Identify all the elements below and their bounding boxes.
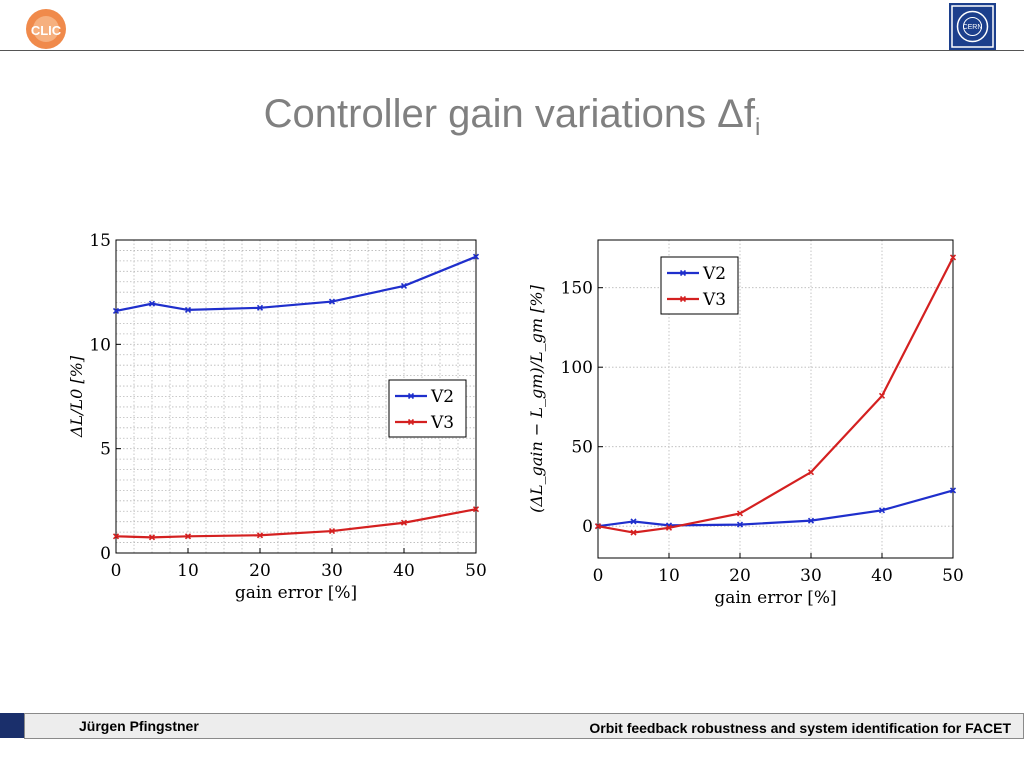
y-tick-label: 50 <box>571 438 593 458</box>
data-point <box>256 304 264 311</box>
cern-logo-text: CERN <box>963 24 983 31</box>
data-point <box>112 533 120 540</box>
x-tick-label: 20 <box>249 561 271 581</box>
data-point <box>472 253 480 260</box>
y-tick-label: 150 <box>561 279 593 299</box>
x-tick-label: 50 <box>942 566 964 586</box>
data-point <box>328 528 336 535</box>
data-point <box>807 517 815 524</box>
x-axis-label: gain error [%] <box>235 583 357 603</box>
footer-bar: Jürgen Pfingstner Orbit feedback robustn… <box>0 713 1024 739</box>
legend-label: V2 <box>702 264 726 284</box>
slide-title-subscript: i <box>755 114 761 141</box>
slide-title-main: Controller gain variations Δf <box>263 92 756 136</box>
data-point <box>630 518 637 525</box>
y-tick-label: 10 <box>89 335 111 355</box>
data-point <box>256 532 264 539</box>
series-v2 <box>112 253 480 315</box>
footer-accent-block <box>0 713 24 738</box>
clic-logo-text: CLIC <box>31 23 62 38</box>
data-point <box>112 307 120 315</box>
x-axis-label: gain error [%] <box>714 588 836 608</box>
data-point <box>736 521 744 528</box>
data-point <box>328 298 336 305</box>
x-tick-label: 0 <box>111 561 122 581</box>
header-divider <box>0 50 1024 51</box>
series-v3 <box>112 506 480 541</box>
data-point <box>949 487 957 494</box>
data-point <box>665 524 673 531</box>
legend-marker <box>679 269 687 277</box>
x-tick-label: 30 <box>321 561 343 581</box>
x-tick-label: 0 <box>593 566 604 586</box>
legend-box <box>660 256 739 315</box>
cern-logo: CERN <box>949 3 996 50</box>
data-point <box>184 306 192 313</box>
y-axis-label: (ΔL_gain − L_gm)/L_gm [%] <box>527 284 546 512</box>
x-tick-label: 10 <box>177 561 199 581</box>
y-tick-label: 15 <box>89 231 111 251</box>
plot-frame <box>115 239 477 554</box>
footer-box: Jürgen Pfingstner Orbit feedback robustn… <box>24 713 1024 739</box>
data-point <box>736 510 744 517</box>
legend-marker <box>407 392 415 400</box>
y-tick-label: 5 <box>100 440 111 460</box>
y-tick-label: 0 <box>100 544 111 564</box>
data-point <box>400 282 408 289</box>
y-axis-label: ΔL/L0 [%] <box>67 355 86 438</box>
data-point <box>878 392 886 399</box>
data-point <box>184 533 192 540</box>
footer-author: Jürgen Pfingstner <box>79 718 199 734</box>
data-point <box>949 254 957 261</box>
legend-label: V2 <box>430 387 454 407</box>
y-tick-label: 0 <box>582 517 593 537</box>
data-point <box>594 523 602 530</box>
data-point <box>878 507 886 514</box>
clic-logo: CLIC <box>26 9 66 49</box>
data-point <box>148 300 156 307</box>
legend-box <box>388 379 467 438</box>
data-point <box>807 469 815 476</box>
data-point <box>630 529 637 536</box>
x-tick-label: 10 <box>658 566 680 586</box>
legend-marker <box>679 295 687 303</box>
data-point <box>472 506 480 513</box>
slide-title: Controller gain variations Δfi <box>0 94 1024 140</box>
legend-label: V3 <box>430 413 454 433</box>
plot-frame <box>597 239 954 559</box>
x-tick-label: 40 <box>393 561 415 581</box>
right-chart: 0 10 20 30 40 50 0 50 100 150 gain error [%] (ΔL_ga… <box>527 239 964 608</box>
legend-label: V3 <box>702 290 726 310</box>
x-tick-label: 40 <box>871 566 893 586</box>
x-tick-label: 20 <box>729 566 751 586</box>
legend-marker <box>407 418 415 426</box>
data-point <box>400 519 408 526</box>
footer-talk-title: Orbit feedback robustness and system ide… <box>589 720 1011 736</box>
left-chart: 0 10 20 30 40 50 0 5 10 15 gain error [%] ΔL/L0 [%]… <box>67 231 487 603</box>
y-tick-label: 100 <box>561 358 593 378</box>
plot-area <box>598 240 953 558</box>
data-point <box>148 534 156 541</box>
x-tick-label: 30 <box>800 566 822 586</box>
x-tick-label: 50 <box>465 561 487 581</box>
series-v3 <box>594 254 957 536</box>
